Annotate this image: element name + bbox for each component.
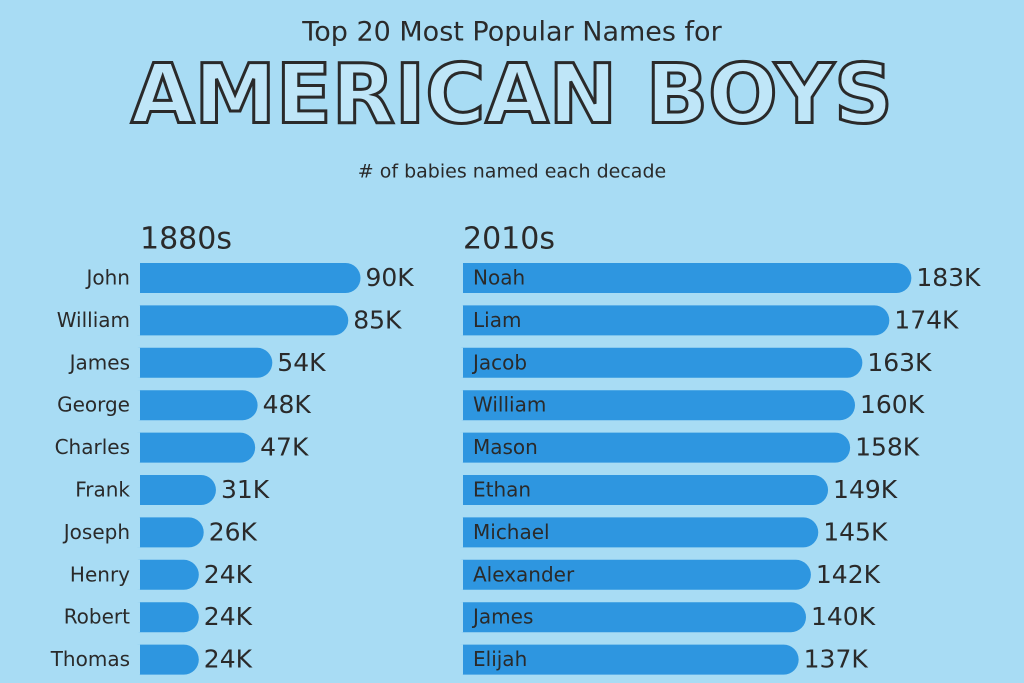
bar bbox=[125, 390, 258, 421]
bar bbox=[125, 305, 349, 336]
bar bbox=[448, 644, 799, 675]
bar-left-edge bbox=[448, 602, 463, 633]
category-label: Henry bbox=[70, 562, 130, 586]
category-label: Charles bbox=[55, 435, 130, 459]
bar bbox=[448, 559, 811, 590]
category-label: Elijah bbox=[473, 647, 527, 671]
bar bbox=[448, 347, 863, 378]
bar bbox=[448, 475, 829, 505]
value-label: 31K bbox=[221, 475, 270, 504]
category-label: Noah bbox=[473, 266, 525, 290]
value-label: 160K bbox=[860, 390, 925, 419]
bar bbox=[125, 432, 256, 463]
value-label: 174K bbox=[894, 305, 959, 334]
category-label: Joseph bbox=[62, 520, 130, 544]
bar-left-edge bbox=[448, 517, 463, 548]
value-label: 24K bbox=[204, 560, 253, 589]
value-label: 90K bbox=[366, 263, 415, 292]
bar bbox=[448, 305, 890, 336]
bar bbox=[448, 390, 855, 421]
category-label: Mason bbox=[473, 435, 538, 459]
value-label: 85K bbox=[353, 305, 402, 334]
bar-left-edge bbox=[125, 602, 140, 633]
value-label: 26K bbox=[209, 517, 258, 546]
value-label: 145K bbox=[823, 517, 888, 546]
bar-left-edge bbox=[125, 390, 140, 421]
bar-left-edge bbox=[448, 390, 463, 421]
category-label: William bbox=[57, 308, 130, 332]
value-label: 54K bbox=[277, 348, 326, 377]
section-title: 1880s bbox=[140, 222, 232, 257]
value-label: 140K bbox=[811, 602, 876, 631]
title: Top 20 Most Popular Names for bbox=[301, 17, 722, 48]
category-label: John bbox=[85, 266, 131, 290]
category-label: William bbox=[473, 393, 546, 417]
subtitle: # of babies named each decade bbox=[358, 161, 666, 183]
bar-left-edge bbox=[448, 644, 463, 675]
bar-left-edge bbox=[448, 263, 463, 293]
bar bbox=[448, 263, 912, 293]
category-label: Alexander bbox=[473, 562, 575, 586]
bar-left-edge bbox=[125, 432, 140, 463]
bar bbox=[125, 347, 273, 378]
bar bbox=[448, 517, 819, 548]
value-label: 158K bbox=[855, 433, 920, 462]
bar bbox=[125, 263, 361, 293]
bar bbox=[125, 517, 204, 548]
bar-left-edge bbox=[125, 263, 140, 293]
category-label: Michael bbox=[473, 520, 550, 544]
bar-left-edge bbox=[125, 475, 140, 505]
bar-left-edge bbox=[125, 347, 140, 378]
category-label: Jacob bbox=[471, 350, 527, 374]
bar-left-edge bbox=[125, 517, 140, 548]
bar-left-edge bbox=[448, 305, 463, 336]
bar-left-edge bbox=[125, 559, 140, 590]
bar bbox=[125, 602, 199, 633]
headline: AMERICAN BOYS bbox=[131, 47, 893, 142]
bar-left-edge bbox=[448, 347, 463, 378]
bar-left-edge bbox=[448, 559, 463, 590]
bar-left-edge bbox=[125, 644, 140, 675]
category-label: Ethan bbox=[473, 478, 531, 502]
category-label: Thomas bbox=[50, 647, 130, 671]
category-label: Frank bbox=[75, 478, 130, 502]
bar bbox=[448, 432, 851, 463]
bar-left-edge bbox=[448, 432, 463, 463]
value-label: 24K bbox=[204, 645, 253, 674]
category-label: James bbox=[68, 350, 130, 374]
value-label: 24K bbox=[204, 602, 253, 631]
value-label: 48K bbox=[263, 390, 312, 419]
bar-left-edge bbox=[125, 305, 140, 336]
bar bbox=[125, 644, 199, 675]
category-label: James bbox=[471, 605, 533, 629]
section-title: 2010s bbox=[463, 222, 555, 257]
value-label: 137K bbox=[804, 645, 869, 674]
category-label: George bbox=[57, 393, 130, 417]
value-label: 183K bbox=[916, 263, 981, 292]
category-label: Robert bbox=[64, 605, 130, 629]
value-label: 47K bbox=[260, 433, 309, 462]
value-label: 163K bbox=[867, 348, 932, 377]
value-label: 149K bbox=[833, 475, 898, 504]
bar bbox=[125, 475, 216, 505]
value-label: 142K bbox=[816, 560, 881, 589]
bar-left-edge bbox=[448, 475, 463, 505]
bar bbox=[448, 602, 806, 633]
bar bbox=[125, 559, 199, 590]
category-label: Liam bbox=[473, 308, 521, 332]
